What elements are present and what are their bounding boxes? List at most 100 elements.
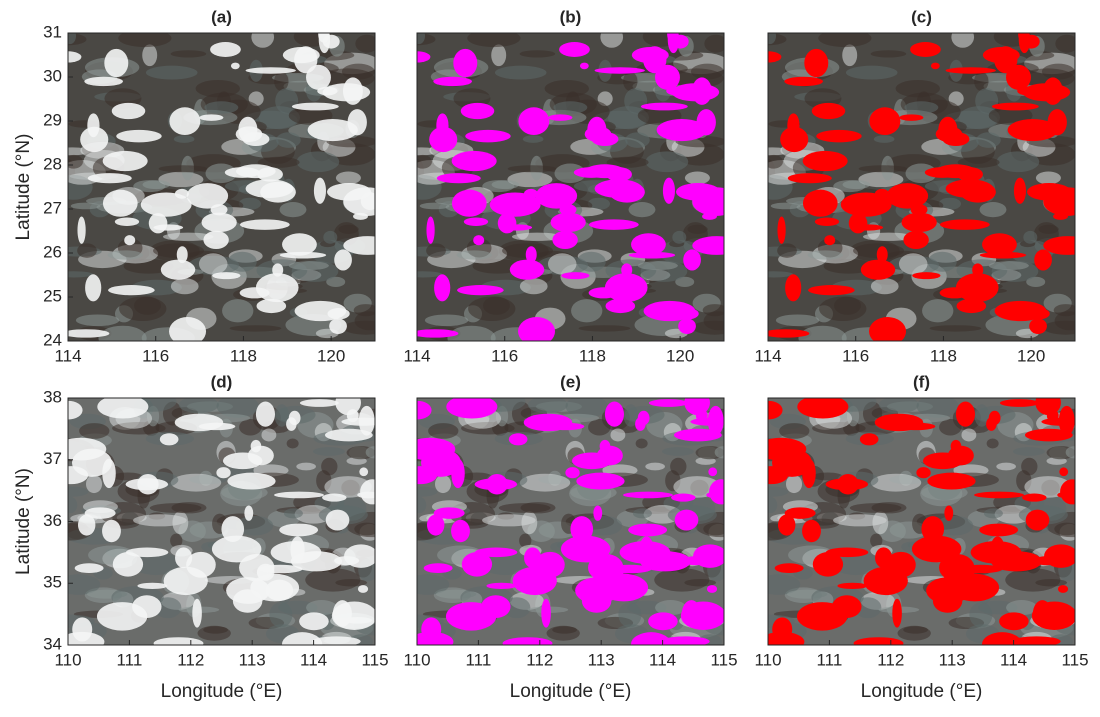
x-tick-label: 111 — [816, 650, 842, 669]
cloud — [104, 48, 129, 78]
cloud — [561, 272, 590, 280]
x-tick-label: 120 — [666, 346, 694, 365]
y-tick-label: 36 — [43, 511, 62, 530]
terrain — [565, 398, 608, 418]
cloud — [211, 535, 262, 563]
cloud — [797, 398, 849, 419]
terrain — [306, 599, 338, 616]
cloud — [299, 399, 339, 407]
cloud — [417, 51, 431, 63]
cloud — [77, 514, 96, 536]
terrain — [68, 486, 89, 497]
terrain — [522, 135, 544, 143]
cloud — [991, 102, 1039, 111]
cloud — [341, 417, 375, 426]
cloud — [257, 167, 283, 182]
cloud — [772, 617, 793, 642]
terrain — [68, 33, 77, 45]
cloud — [631, 233, 666, 256]
x-tick-label: 113 — [239, 650, 266, 669]
cloud — [573, 167, 609, 178]
cloud — [589, 219, 639, 230]
cloud — [216, 467, 231, 479]
terrain — [779, 423, 810, 439]
cloud — [901, 212, 937, 233]
cloud — [153, 637, 204, 645]
cloud — [417, 466, 438, 485]
x-tick-label: 114 — [300, 650, 327, 669]
cloud — [535, 183, 578, 209]
cloud — [911, 535, 962, 563]
cloud — [137, 473, 159, 495]
cloud — [706, 585, 718, 593]
cloud — [804, 48, 829, 78]
terrain — [1035, 171, 1061, 185]
terrain — [938, 197, 962, 210]
terrain — [158, 165, 208, 173]
terrain — [1065, 446, 1075, 459]
terrain — [323, 230, 338, 244]
terrain — [976, 132, 1001, 148]
x-tick-label: 120 — [1017, 346, 1045, 365]
cloud — [609, 181, 645, 203]
cloud — [774, 563, 804, 574]
cloud — [417, 329, 459, 338]
terrain — [935, 515, 974, 536]
terrain — [77, 243, 97, 258]
cloud — [565, 467, 580, 479]
cloud — [255, 401, 276, 427]
cloud — [176, 246, 188, 264]
terrain — [1005, 568, 1061, 592]
cloud — [230, 62, 240, 70]
terrain — [578, 325, 631, 332]
terrain — [939, 418, 962, 436]
cloud — [777, 216, 786, 244]
cloud — [282, 233, 317, 256]
cloud — [768, 329, 810, 338]
cloud — [446, 398, 498, 419]
cloud — [525, 246, 537, 264]
cloud — [451, 150, 497, 172]
cloud — [599, 573, 649, 602]
terrain — [673, 476, 721, 498]
terrain — [618, 602, 642, 628]
cloud — [102, 519, 121, 543]
cloud — [910, 41, 941, 57]
cloud — [623, 491, 673, 499]
cloud — [417, 437, 456, 461]
cloud — [784, 507, 816, 519]
cloud — [1044, 544, 1075, 568]
terrain — [1055, 34, 1075, 53]
cloud — [979, 523, 1019, 537]
cloud — [68, 466, 89, 485]
terrain — [491, 44, 507, 67]
cloud — [1022, 493, 1047, 502]
x-axis-label: Longitude (°E) — [861, 681, 983, 702]
terrain — [354, 522, 375, 536]
cloud — [481, 595, 511, 619]
cloud — [240, 219, 290, 230]
cloud — [1057, 585, 1069, 593]
terrain — [286, 438, 299, 449]
cloud — [451, 458, 465, 489]
cloud — [994, 300, 1047, 322]
terrain — [625, 132, 650, 148]
cloud — [548, 114, 573, 121]
cloud — [605, 298, 636, 314]
x-tick-label: 112 — [177, 650, 204, 669]
terrain — [768, 271, 794, 278]
x-tick-label: 115 — [710, 650, 737, 669]
terrain — [417, 496, 427, 514]
cloud — [869, 107, 901, 136]
terrain — [576, 251, 606, 272]
x-tick-label: 110 — [754, 650, 781, 669]
axes-box — [767, 397, 1076, 646]
terrain — [623, 71, 638, 91]
terrain — [447, 325, 496, 341]
cloud — [344, 544, 375, 568]
cloud — [112, 552, 144, 577]
terrain — [703, 522, 724, 536]
cloud — [274, 491, 324, 499]
cloud — [974, 491, 1024, 499]
cloud — [656, 118, 707, 142]
